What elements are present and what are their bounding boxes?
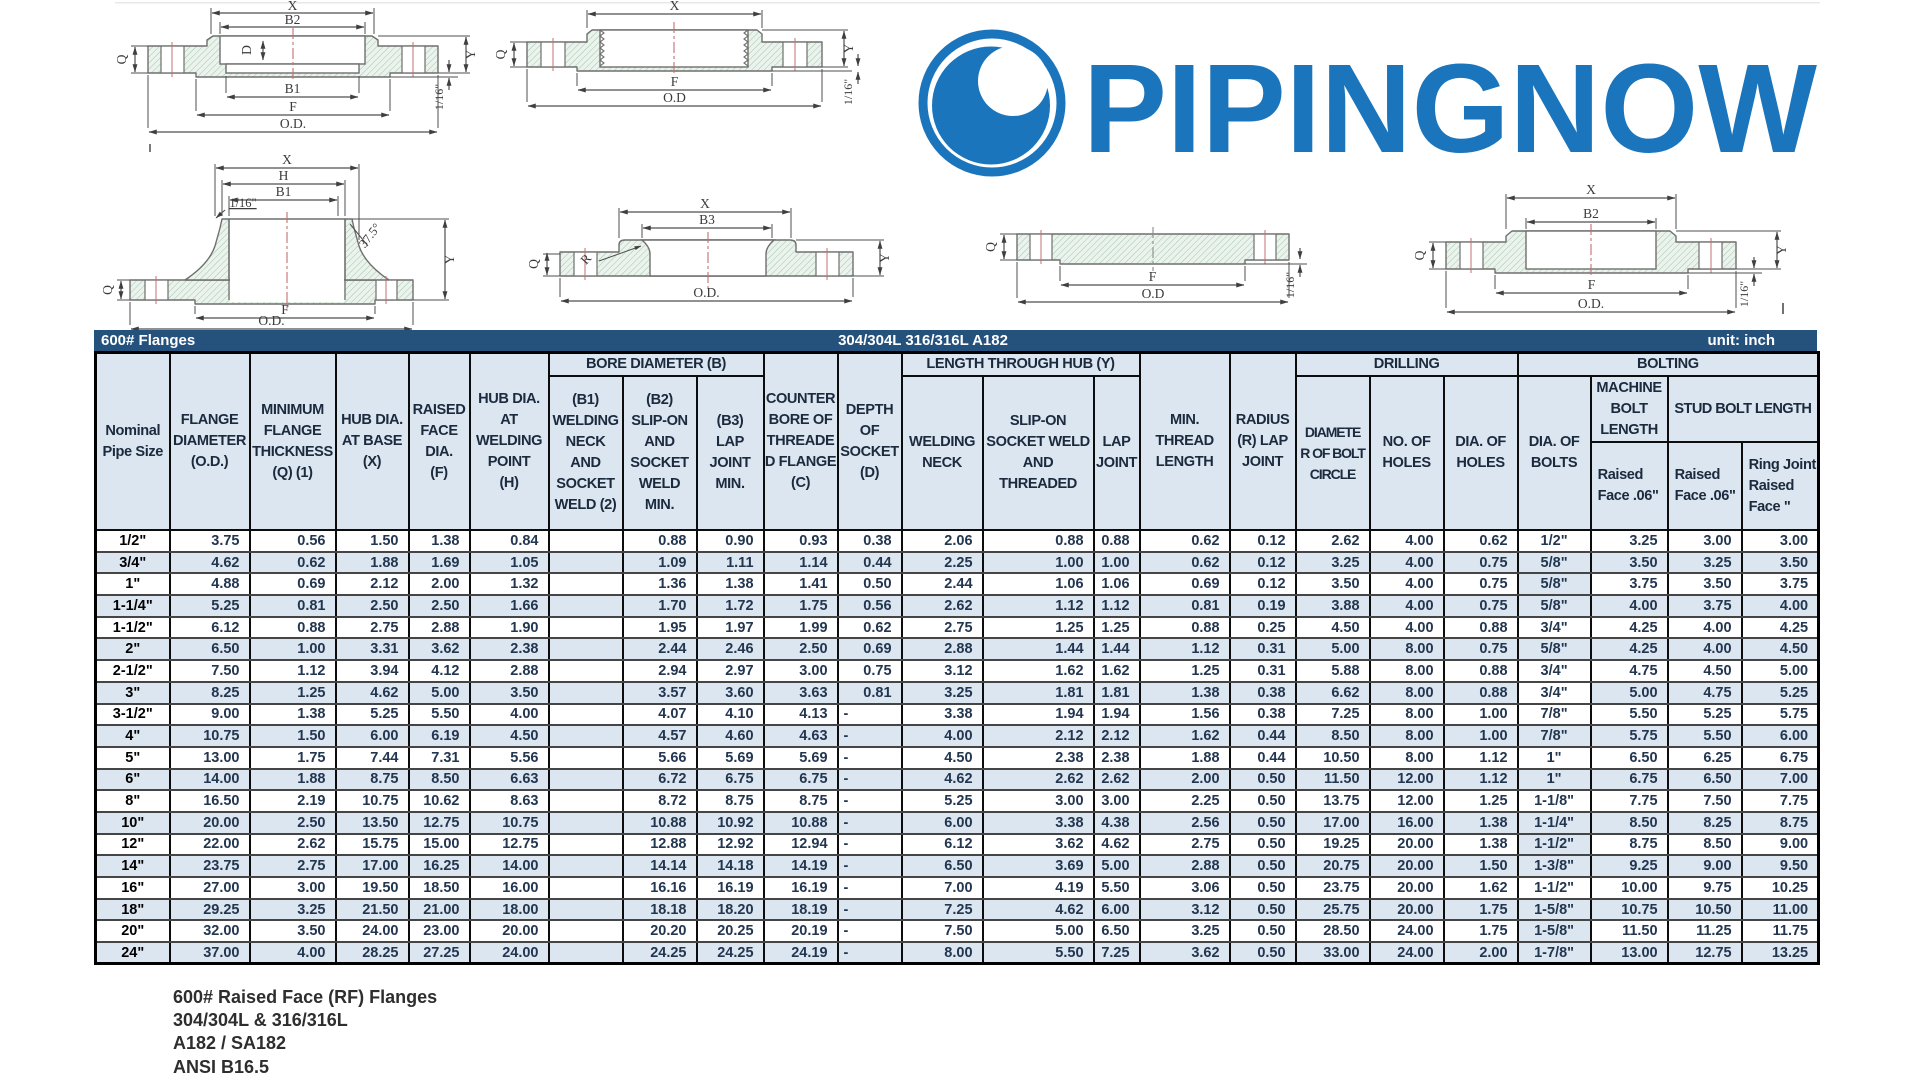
- svg-text:F: F: [289, 99, 297, 114]
- svg-text:F: F: [1149, 269, 1157, 284]
- svg-text:B2: B2: [1583, 206, 1599, 221]
- svg-text:F: F: [671, 74, 679, 89]
- svg-text:B2: B2: [285, 12, 301, 27]
- svg-text:X: X: [670, 0, 680, 13]
- svg-text:1/16": 1/16": [432, 84, 446, 110]
- svg-text:Q: Q: [1412, 250, 1427, 260]
- svg-text:Y: Y: [877, 253, 892, 263]
- svg-text:Q: Q: [493, 49, 508, 59]
- svg-text:Y: Y: [841, 43, 856, 53]
- svg-text:X: X: [288, 0, 298, 13]
- svg-text:Q: Q: [983, 242, 998, 252]
- svg-text:1/16": 1/16": [229, 196, 256, 210]
- svg-text:X: X: [282, 152, 292, 167]
- svg-text:X: X: [1586, 182, 1596, 197]
- svg-text:O.D.: O.D.: [280, 116, 306, 131]
- svg-text:O.D.: O.D.: [1578, 296, 1604, 311]
- svg-text:O.D.: O.D.: [693, 285, 719, 300]
- svg-text:O.D: O.D: [1142, 286, 1165, 301]
- svg-text:PIPINGNOW: PIPINGNOW: [1083, 38, 1817, 179]
- svg-text:Q: Q: [526, 259, 541, 269]
- svg-text:D: D: [239, 45, 254, 55]
- svg-text:37.5°: 37.5°: [356, 221, 384, 251]
- svg-text:Y: Y: [1774, 245, 1789, 255]
- svg-text:X: X: [700, 196, 710, 211]
- svg-text:Y: Y: [463, 49, 478, 59]
- svg-text:1/16": 1/16": [1283, 272, 1297, 298]
- svg-text:H: H: [279, 168, 289, 183]
- svg-text:Q: Q: [100, 285, 115, 295]
- svg-text:1/16": 1/16": [1737, 281, 1751, 307]
- svg-text:O.D.: O.D.: [258, 313, 284, 328]
- svg-text:Y: Y: [442, 254, 457, 264]
- svg-text:B1: B1: [285, 81, 301, 96]
- svg-text:B1: B1: [276, 184, 292, 199]
- svg-text:O.D: O.D: [663, 90, 686, 105]
- svg-text:Q: Q: [114, 54, 129, 64]
- svg-text:F: F: [1588, 277, 1596, 292]
- svg-text:1/16": 1/16": [841, 79, 855, 105]
- svg-text:B3: B3: [699, 212, 715, 227]
- svg-text:F: F: [281, 302, 289, 317]
